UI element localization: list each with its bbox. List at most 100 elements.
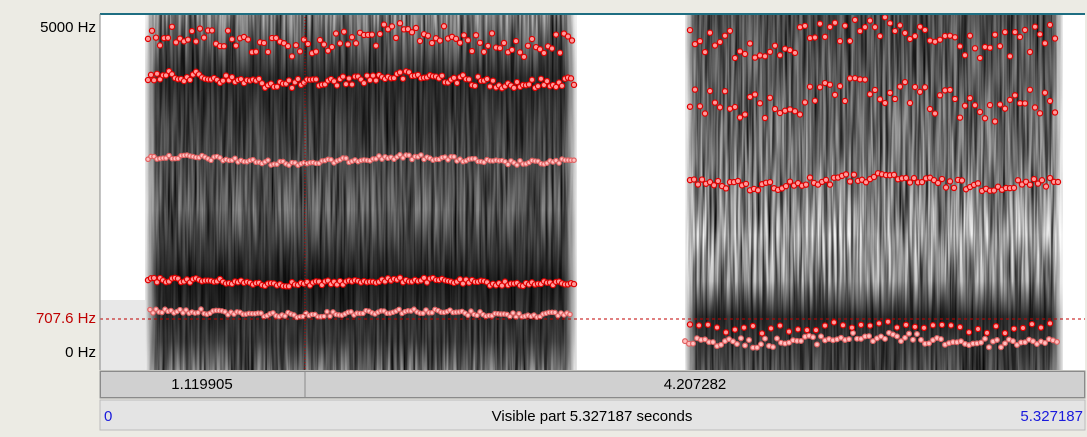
formant-point <box>857 321 865 329</box>
formant-point <box>156 76 164 83</box>
formant-point <box>926 105 934 113</box>
formant-point <box>701 110 709 117</box>
formant-point <box>1011 92 1019 99</box>
formant-point <box>1041 339 1048 346</box>
formant-point <box>1029 338 1036 345</box>
formant-point <box>971 102 979 109</box>
formant-point <box>981 335 988 342</box>
formant-point <box>782 182 790 190</box>
visible-part-bar[interactable] <box>99 399 1086 431</box>
formant-point <box>244 36 252 43</box>
formant-point <box>480 48 488 56</box>
formant-point <box>424 32 432 39</box>
formant-point <box>396 306 402 313</box>
formant-point <box>220 43 228 50</box>
formant-point <box>921 26 929 34</box>
formant-point <box>926 37 934 44</box>
segment-button[interactable] <box>100 371 306 398</box>
formant-point <box>153 279 161 286</box>
formant-point <box>1036 110 1044 117</box>
formant-point <box>339 73 347 80</box>
formant-point <box>296 48 304 55</box>
formant-point <box>452 35 460 43</box>
formant-point <box>330 78 338 85</box>
formant-point <box>897 338 904 345</box>
formant-point <box>938 321 946 329</box>
formant-point <box>884 318 892 325</box>
formant-point <box>695 322 703 329</box>
formant-point <box>785 328 793 335</box>
formant-point <box>850 171 858 178</box>
formant-point <box>934 179 942 187</box>
formant-point <box>1046 174 1054 182</box>
formant-point <box>986 44 994 52</box>
formant-point <box>1041 89 1049 96</box>
formant-point <box>993 337 1000 344</box>
formant-point <box>1009 338 1016 345</box>
formant-point <box>1051 35 1059 42</box>
formant-point <box>690 176 698 183</box>
formant-point <box>147 306 153 313</box>
formant-point <box>468 308 474 314</box>
formant-point <box>809 334 816 341</box>
formant-point <box>696 103 704 110</box>
formant-point <box>990 187 998 194</box>
formant-point <box>831 19 839 26</box>
formant-point <box>761 114 769 122</box>
formant-point <box>906 35 914 43</box>
formant-point <box>352 40 360 47</box>
formant-point <box>153 70 161 77</box>
formant-point <box>865 333 872 340</box>
formant-point <box>396 69 404 76</box>
formant-point <box>232 155 238 162</box>
formant-point <box>543 77 551 85</box>
formant-point <box>1001 28 1009 36</box>
formant-point <box>320 41 328 48</box>
formant-point <box>731 326 739 333</box>
formant-point <box>198 306 204 312</box>
segment-button[interactable] <box>304 371 1085 398</box>
formant-point <box>255 75 263 83</box>
formant-point <box>1037 324 1045 331</box>
formant-point <box>845 336 852 343</box>
formant-point <box>766 178 774 186</box>
formant-point <box>891 27 899 35</box>
formant-point <box>548 45 556 52</box>
formant-point <box>344 41 352 48</box>
formant-point <box>1036 31 1044 38</box>
formant-point <box>368 31 376 38</box>
formant-point <box>713 324 721 331</box>
formant-point <box>336 40 344 47</box>
formant-point <box>284 42 292 50</box>
formant-point <box>534 82 542 90</box>
formant-point <box>512 37 520 45</box>
segment-duration: 1.119905 <box>171 376 232 393</box>
formant-point <box>983 329 991 337</box>
formant-point <box>147 71 155 79</box>
formant-point <box>1026 181 1034 188</box>
formant-point <box>416 37 424 45</box>
formant-point <box>1019 324 1027 332</box>
formant-point <box>722 185 730 192</box>
formant-point <box>766 94 774 101</box>
formant-point <box>332 30 340 37</box>
formant-point <box>716 104 724 111</box>
formant-point <box>875 320 883 327</box>
formant-point <box>260 39 268 47</box>
formant-point <box>971 45 979 52</box>
formant-point <box>476 39 484 46</box>
formant-point <box>399 75 407 82</box>
formant-point <box>991 118 999 125</box>
formant-point <box>856 27 864 35</box>
formant-point <box>686 103 694 110</box>
formant-point <box>340 28 348 35</box>
formant-point <box>1001 340 1008 347</box>
formant-point <box>363 72 371 79</box>
formant-point <box>947 322 955 329</box>
formant-point <box>737 335 744 342</box>
formant-point <box>849 329 856 336</box>
formant-point <box>796 111 804 118</box>
formant-point <box>694 181 702 188</box>
formant-point <box>826 181 834 188</box>
frequency-cursor-label: 707.6 Hz <box>36 310 96 327</box>
